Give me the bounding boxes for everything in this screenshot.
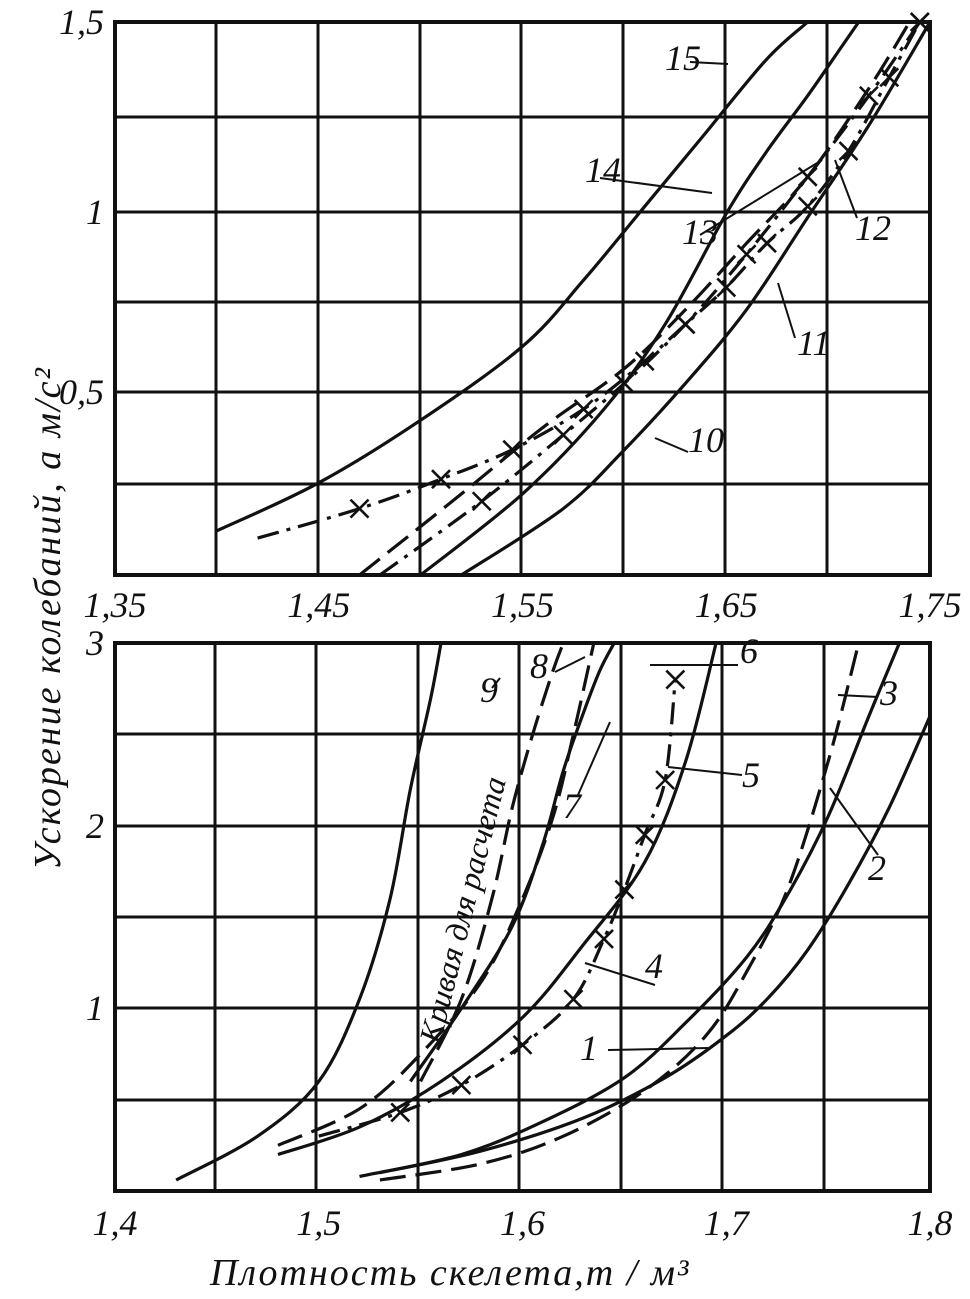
x-tick-label: 1,55: [491, 585, 554, 625]
y-tick-label: 2: [86, 806, 104, 846]
x-marker: [634, 824, 655, 845]
label-leader: [584, 962, 656, 986]
label-leader: [837, 694, 879, 698]
x-marker: [349, 498, 370, 519]
bottom-x-ticks: 1,4 1,5 1,6 1,7 1,8: [93, 1203, 953, 1243]
label-leader: [834, 159, 858, 219]
label-leader: [554, 656, 586, 673]
curve-label-12: 12: [855, 208, 891, 248]
label-leader: [607, 1047, 709, 1051]
curve-label-15: 15: [665, 38, 701, 78]
curve-11: [378, 21, 922, 577]
curve-label-7: 7: [563, 786, 583, 826]
curve-8: [419, 642, 565, 1083]
label-leader: [667, 766, 743, 776]
curve-2: [379, 642, 861, 1182]
top-curves: [216, 12, 932, 577]
x-marker: [451, 1075, 472, 1095]
label-leader: [699, 159, 823, 236]
curve-12: [358, 21, 911, 577]
curve-label-1: 1: [580, 1028, 598, 1068]
x-marker: [665, 669, 686, 690]
label-leader: [599, 177, 713, 194]
y-tick-label: 0,5: [59, 372, 104, 412]
top-grid: [113, 20, 932, 577]
x-marker: [512, 1034, 533, 1055]
curve-label-10: 10: [688, 420, 724, 460]
x-tick-label: 1,7: [704, 1203, 751, 1243]
curve-15: [216, 20, 809, 533]
label-leader: [777, 282, 796, 339]
label-leader: [491, 677, 501, 689]
curve-label-13: 13: [682, 212, 718, 252]
curve-label-3: 3: [879, 673, 898, 713]
curve-label-14: 14: [585, 150, 621, 190]
y-tick-label: 1: [86, 192, 104, 232]
curve-label-11: 11: [797, 323, 830, 363]
x-marker: [716, 277, 737, 298]
y-tick-label: 1,5: [59, 2, 104, 42]
x-tick-label: 1,5: [296, 1203, 341, 1243]
x-marker: [502, 439, 523, 460]
x-marker: [675, 314, 696, 335]
top-frame: [113, 20, 932, 577]
x-marker: [390, 1102, 411, 1123]
x-tick-label: 1,45: [287, 585, 350, 625]
curve-5: [277, 642, 718, 1157]
curve-label-4: 4: [645, 946, 663, 986]
x-tick-label: 1,75: [899, 585, 962, 625]
label-leader: [689, 61, 729, 65]
curve-4: [318, 679, 677, 1138]
x-marker: [553, 424, 574, 445]
x-marker: [858, 85, 879, 106]
top-x-ticks: 1,35 1,45 1,55 1,65 1,75: [84, 585, 962, 625]
label-leader: [577, 721, 611, 796]
curve-9: [175, 642, 443, 1182]
x-tick-label: 1,35: [84, 585, 147, 625]
x-marker: [573, 399, 594, 420]
curve-7: [277, 642, 596, 1147]
x-marker: [879, 67, 900, 88]
x-marker: [431, 469, 451, 490]
x-tick-label: 1,6: [500, 1203, 545, 1243]
curve-label-2: 2: [868, 848, 886, 888]
x-marker: [563, 989, 584, 1010]
x-marker: [797, 196, 818, 217]
x-marker: [838, 141, 859, 161]
x-marker: [655, 770, 676, 790]
top-y-ticks: 0,5 1 1,5: [59, 2, 104, 412]
x-marker: [594, 929, 614, 949]
label-leader: [654, 437, 689, 453]
x-tick-label: 1,8: [908, 1203, 953, 1243]
x-marker: [634, 351, 655, 372]
y-axis-title: Ускорение колебаний, а м/с²: [27, 366, 69, 870]
top-curve-labels: 10 11 12 13 14 15: [585, 38, 891, 460]
curve-10: [460, 21, 932, 577]
curve-label-9: 9: [480, 670, 498, 710]
bottom-y-ticks: 1 2 3: [85, 623, 104, 1028]
curve-label-8: 8: [530, 646, 548, 686]
curve-3: [359, 642, 901, 1178]
x-tick-label: 1,65: [695, 585, 758, 625]
curve-13: [419, 21, 861, 577]
x-tick-label: 1,4: [93, 1203, 138, 1243]
label-leader: [829, 787, 879, 856]
top-panel: 1,35 1,45 1,55 1,65 1,75 0,511,5 10111213141…: [59, 2, 962, 625]
curve-label-5: 5: [742, 755, 760, 795]
y-tick-label: 3: [85, 623, 104, 663]
bottom-curve-labels: 1 2 3 4 5 6 7 89: [480, 631, 898, 1068]
bottom-frame: [113, 641, 932, 1193]
x-axis-title: Плотность скелета,т / м³: [209, 1252, 690, 1294]
x-marker: [757, 233, 777, 254]
x-marker: [471, 491, 492, 512]
bottom-grid: [113, 641, 932, 1193]
y-tick-label: 1: [86, 988, 104, 1028]
curve-label-6: 6: [740, 631, 758, 671]
